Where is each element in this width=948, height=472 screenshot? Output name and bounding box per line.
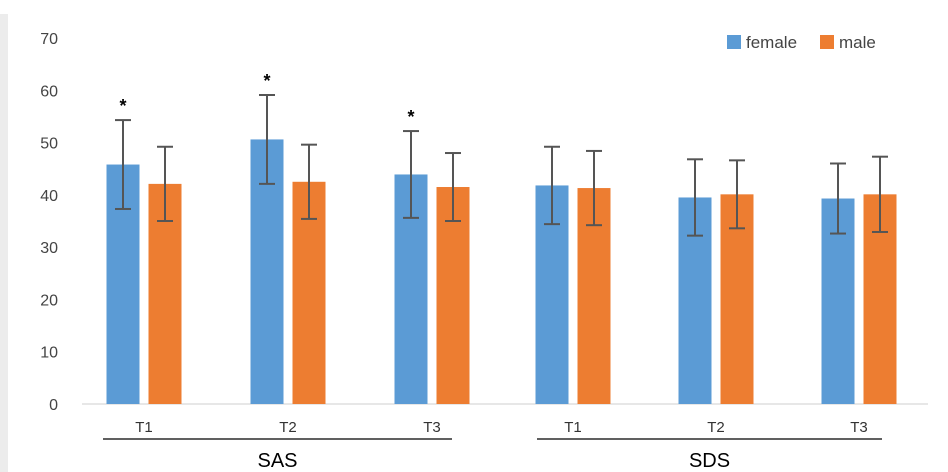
y-axis-ticks: 0 10 20 30 40 50 60 70	[40, 31, 58, 414]
x-tick-label: T1	[135, 419, 153, 436]
legend-swatch	[820, 35, 834, 49]
y-tick-label: 70	[40, 31, 58, 48]
y-tick-label: 60	[40, 83, 58, 100]
significance-marker: *	[263, 71, 270, 91]
x-tick-label: T3	[423, 419, 441, 436]
y-tick-label: 10	[40, 345, 58, 362]
x-tick-label: T1	[564, 419, 582, 436]
group-label: SAS	[257, 450, 297, 472]
y-tick-label: 30	[40, 240, 58, 257]
legend-label: male	[839, 33, 876, 52]
legend-swatch	[727, 35, 741, 49]
legend-label: female	[746, 33, 797, 52]
y-tick-label: 50	[40, 136, 58, 153]
legend: female male	[727, 33, 876, 52]
x-tick-label: T2	[707, 419, 725, 436]
y-tick-label: 0	[49, 397, 58, 414]
y-tick-label: 20	[40, 292, 58, 309]
x-tick-label: T3	[850, 419, 868, 436]
bars: * * *	[106, 71, 897, 405]
group-label: SDS	[689, 450, 730, 472]
panel-edge	[0, 14, 8, 472]
significance-marker: *	[407, 107, 414, 127]
group-labels: SAS SDS	[103, 438, 882, 472]
y-tick-label: 40	[40, 188, 58, 205]
x-axis-ticks: T1 T2 T3 T1 T2 T3	[135, 419, 868, 436]
bar-male	[436, 187, 470, 404]
significance-marker: *	[119, 96, 126, 116]
x-tick-label: T2	[279, 419, 297, 436]
